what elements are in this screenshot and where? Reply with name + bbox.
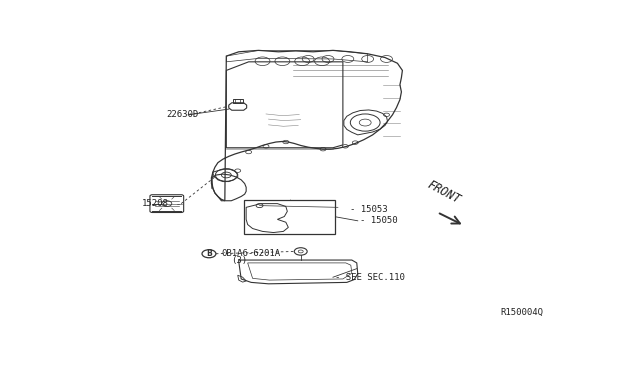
Text: 22630D: 22630D: [167, 110, 199, 119]
Text: 0B1A6-6201A: 0B1A6-6201A: [221, 249, 280, 258]
Text: (3): (3): [231, 256, 248, 264]
Text: 15208: 15208: [142, 199, 169, 208]
Text: - 15053: - 15053: [350, 205, 388, 214]
Text: - 15050: - 15050: [360, 216, 398, 225]
Bar: [244, 200, 335, 234]
Text: B: B: [206, 249, 212, 258]
Text: R150004Q: R150004Q: [500, 308, 543, 317]
Text: - SEE SEC.110: - SEE SEC.110: [335, 273, 405, 282]
Text: FRONT: FRONT: [425, 178, 462, 206]
